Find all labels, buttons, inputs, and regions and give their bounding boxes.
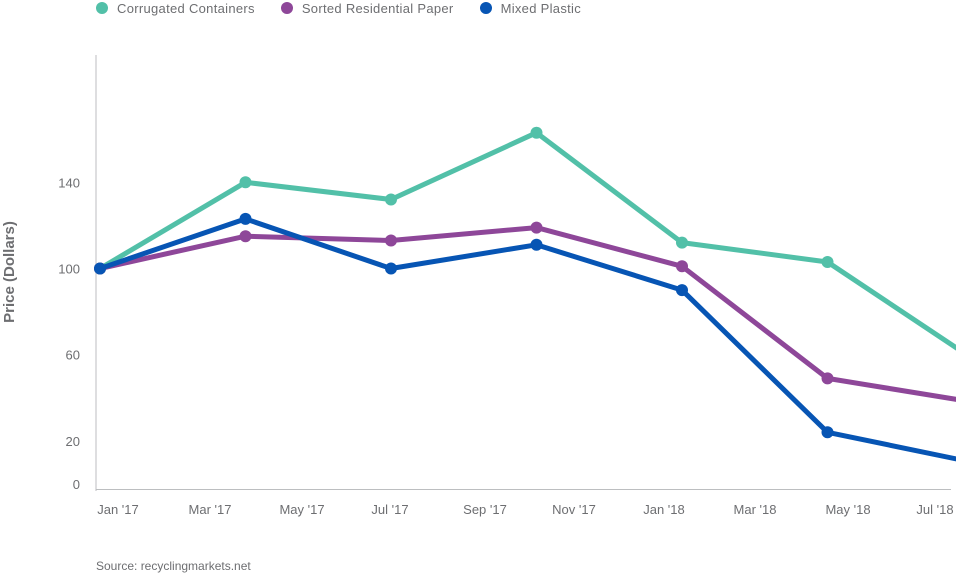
x-tick-label: Jan '18 <box>643 502 685 517</box>
data-point <box>239 230 252 243</box>
data-point <box>94 262 106 275</box>
data-point <box>530 126 543 139</box>
legend-swatch <box>280 2 293 14</box>
legend-label: Corrugated Containers <box>117 0 255 16</box>
x-tick-label: Mar '17 <box>189 502 232 517</box>
x-tick-label: Jan '17 <box>97 502 139 517</box>
x-tick-label: Jul '18 <box>916 502 953 517</box>
x-tick-label: May '18 <box>825 502 870 517</box>
legend-swatch <box>479 2 492 14</box>
x-tick-label: May '17 <box>279 502 324 517</box>
data-point <box>821 372 834 385</box>
legend-item-corrugated-containers: Corrugated Containers <box>96 0 255 16</box>
x-ticks: Jan '17 Mar '17 May '17 Jul '17 Sep '17 Nov '… <box>97 502 953 517</box>
data-point <box>385 234 397 247</box>
data-point <box>821 426 834 439</box>
legend-item-mixed-plastic: Mixed Plastic <box>479 0 582 16</box>
y-axis-label: Price (Dollars) <box>1 221 18 323</box>
x-tick-label: Jul '17 <box>371 502 408 517</box>
series-line <box>97 216 956 462</box>
x-tick-label: Sep '17 <box>463 502 507 517</box>
y-ticks: 0 20 60 100 140 <box>58 175 80 492</box>
data-point <box>530 238 543 251</box>
legend-swatch <box>96 2 108 14</box>
data-point <box>239 176 252 189</box>
data-point <box>676 236 688 249</box>
data-point <box>821 256 834 268</box>
series-sorted-residential-paper <box>94 221 956 402</box>
x-tick-label: Mar '18 <box>734 502 777 517</box>
x-tick-label: Nov '17 <box>552 502 596 517</box>
series-mixed-plastic <box>94 212 956 462</box>
legend-label: Sorted Residential Paper <box>301 0 454 16</box>
source-note: Source: recyclingmarkets.net <box>96 559 251 573</box>
y-tick-label: 0 <box>73 477 80 492</box>
y-tick-label: 140 <box>58 175 80 190</box>
y-tick-label: 100 <box>58 262 80 277</box>
data-point <box>530 221 543 234</box>
data-point <box>385 193 397 206</box>
y-tick-label: 60 <box>66 348 80 363</box>
data-point <box>676 260 688 273</box>
y-tick-label: 20 <box>66 434 80 449</box>
line-chart: Price (Dollars) 0 20 60 100 140 Jan '17 Mar '… <box>1 55 956 517</box>
legend-label: Mixed Plastic <box>500 0 582 16</box>
series-group <box>94 126 956 462</box>
data-point <box>239 212 252 225</box>
data-point <box>676 284 688 297</box>
data-point <box>385 262 397 275</box>
legend: Corrugated Containers Sorted Residential … <box>96 0 581 16</box>
legend-item-sorted-residential-paper: Sorted Residential Paper <box>280 0 454 16</box>
